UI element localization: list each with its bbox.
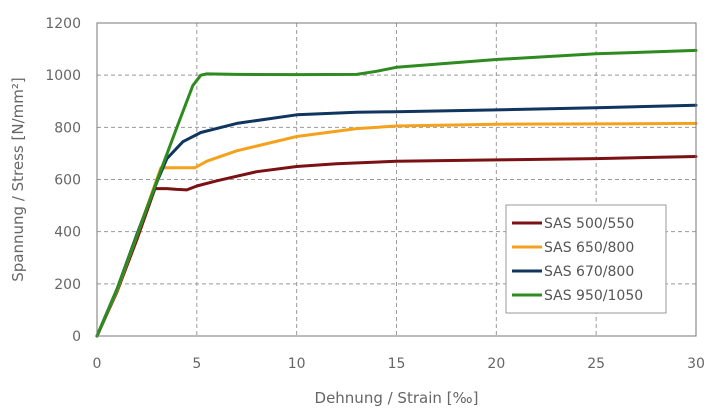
x-tick-label: 15 (388, 356, 406, 372)
y-tick-label: 600 (54, 173, 81, 189)
legend-label: SAS 650/800 (544, 240, 634, 256)
y-axis-title: Spannung / Stress [N/mm²] (9, 77, 27, 281)
legend-label: SAS 500/550 (544, 216, 634, 232)
y-tick-label: 800 (54, 120, 81, 136)
legend: SAS 500/550 SAS 650/800 SAS 670/800 SAS 950… (505, 204, 667, 314)
y-tick-label: 0 (72, 329, 81, 345)
series-layer (95, 48, 698, 338)
x-tick-label: 5 (192, 356, 201, 372)
legend-label: SAS 670/800 (544, 264, 634, 280)
x-tick-label: 0 (93, 356, 102, 372)
x-tick-label: 25 (587, 356, 605, 372)
y-tick-label: 200 (54, 277, 81, 293)
plot-frame (96, 22, 697, 337)
x-tick-label: 30 (687, 356, 705, 372)
series-line-4 (95, 48, 698, 338)
x-axis-title: Dehnung / Strain [‰] (315, 389, 479, 407)
x-tick-label: 20 (487, 356, 505, 372)
y-tick-label: 1000 (45, 68, 81, 84)
x-tick-label: 10 (288, 356, 306, 372)
y-tick-label: 1200 (45, 16, 81, 32)
tick-labels: 0 5 10 15 20 25 30 0 200 400 600 800 1000 1200 (45, 16, 705, 372)
legend-label: SAS 950/1050 (544, 288, 643, 304)
y-tick-label: 400 (54, 225, 81, 241)
